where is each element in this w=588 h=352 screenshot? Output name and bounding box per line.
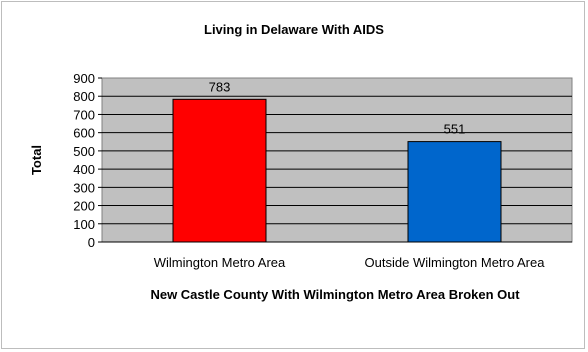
y-tick-label: 400 [73,162,95,177]
bar [407,141,502,243]
category-labels: Wilmington Metro Area Outside Wilmington … [154,255,545,270]
y-tick-label: 300 [73,180,95,195]
bars [172,98,502,243]
y-tick-label: 600 [73,126,95,141]
data-labels: 783 551 [209,79,466,136]
data-label: 551 [444,122,466,137]
y-axis-ticks: 0 100 200 300 400 500 600 700 800 900 [73,71,572,250]
y-tick-label: 500 [73,144,95,159]
bar [172,98,267,243]
chart-title: Living in Delaware With AIDS [204,22,384,37]
y-tick-label: 100 [73,217,95,232]
x-axis-title: New Castle County With Wilmington Metro … [150,287,520,302]
y-axis-title: Total [29,145,44,175]
y-tick-label: 800 [73,89,95,104]
category-label: Wilmington Metro Area [154,255,286,270]
y-tick-label: 900 [73,71,95,86]
y-tick-label: 0 [88,235,95,250]
category-label: Outside Wilmington Metro Area [365,255,546,270]
y-tick-label: 700 [73,107,95,122]
data-label: 783 [209,79,231,94]
y-tick-label: 200 [73,199,95,214]
